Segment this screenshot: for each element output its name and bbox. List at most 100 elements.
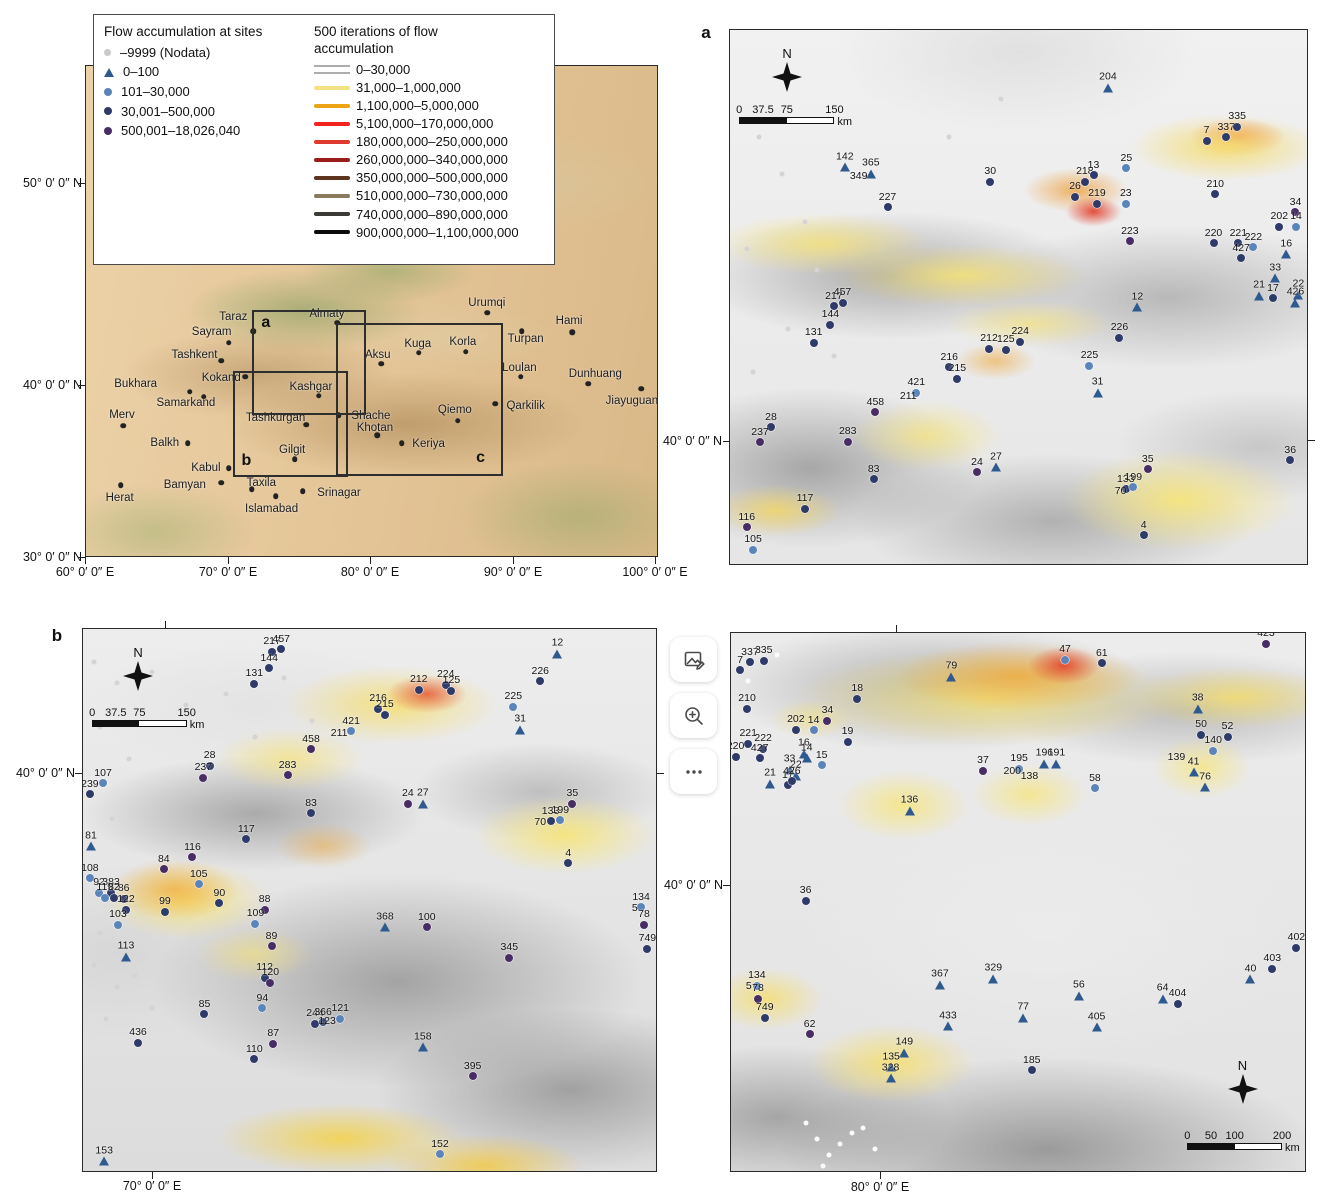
image-edit-icon — [684, 651, 705, 670]
site-dot-marker — [199, 773, 208, 782]
site-label: 216 — [369, 692, 387, 705]
axis-tick — [880, 1172, 882, 1179]
site-label: 131 — [804, 326, 823, 339]
inset-box-label: a — [261, 313, 271, 331]
axis-tick — [1308, 440, 1315, 442]
city-dot — [638, 386, 644, 392]
site-dot-marker — [985, 344, 994, 353]
site-label: 79 — [945, 659, 958, 672]
site-dot-marker — [817, 761, 826, 770]
site: 133 — [542, 806, 559, 826]
site-label: 368 — [376, 910, 394, 923]
site-label: 134 — [748, 969, 766, 982]
site-dot-marker — [743, 704, 752, 713]
site-triangle-marker — [1051, 759, 1062, 769]
city-dot — [120, 422, 126, 429]
legend-item-label: 510,000,000–730,000,000 — [355, 188, 508, 204]
site-dot-marker — [1089, 171, 1098, 180]
site-dot-marker — [1291, 208, 1300, 217]
city-label: Taraz — [219, 310, 248, 323]
site: 426 — [783, 766, 801, 786]
site: 16 — [1280, 238, 1292, 259]
site-triangle-marker — [1039, 759, 1050, 769]
site-dot-marker — [766, 423, 775, 432]
site-label: 35 — [1141, 452, 1154, 465]
site-dot-marker — [403, 799, 412, 808]
line-swatch — [313, 230, 350, 235]
site: 83 — [868, 464, 880, 484]
nodata-dot — [744, 246, 750, 252]
site-triangle-marker — [99, 1156, 110, 1166]
site: 79 — [946, 661, 957, 682]
site: 227 — [879, 192, 896, 212]
site-triangle-marker — [1270, 273, 1281, 283]
nodata-dot — [750, 369, 756, 375]
site-label: 27 — [990, 450, 1002, 463]
site-label: 85 — [198, 997, 211, 1010]
site: 89 — [266, 931, 277, 951]
site: 116 — [738, 512, 755, 532]
site: 225 — [505, 691, 522, 711]
site-dot-marker — [791, 725, 800, 734]
scale-bar-graphic — [1187, 1142, 1283, 1150]
site-label: 52 — [1221, 720, 1234, 733]
site-label: 212 — [410, 673, 428, 686]
site-dot-marker — [805, 1030, 814, 1039]
site-label: 212 — [980, 332, 998, 345]
site: 283 — [839, 426, 856, 446]
site-label: 337 — [741, 645, 759, 658]
site-label: 200 — [1003, 765, 1022, 778]
nodata-dot — [745, 678, 751, 684]
site-label: 5 — [631, 901, 638, 914]
site: 19 — [842, 726, 853, 746]
site: 125 — [997, 334, 1015, 354]
scale-bar-number: 37.5 — [105, 706, 127, 719]
panel-c-map: N 0 50 100 200 km 7 337 335 47 61 79 18 210 34 202 14… — [730, 632, 1306, 1172]
legend-item: 31,000–1,000,000 — [313, 80, 544, 96]
city-label: Qarkilik — [506, 399, 545, 412]
site-label: 204 — [1099, 70, 1117, 83]
site-triangle-marker — [1200, 782, 1211, 792]
axis-label: 40° 0′ 0″ N — [22, 378, 82, 392]
site: 216 — [369, 693, 387, 713]
site-label: 191 — [1047, 746, 1066, 759]
site-dot-marker — [1121, 485, 1130, 494]
site-triangle-marker — [790, 771, 801, 781]
site: 28 — [204, 750, 215, 770]
site-dot-marker — [374, 704, 383, 713]
city-label: Merv — [109, 409, 135, 422]
site: 90 — [214, 888, 225, 908]
axis-tick — [513, 557, 515, 564]
site-dot-marker — [826, 320, 835, 329]
more-options-button[interactable] — [670, 749, 717, 794]
site-label: 202 — [1270, 210, 1289, 222]
site-label: 17 — [1267, 281, 1279, 294]
site: 92 — [93, 877, 105, 897]
city-label: Hami — [555, 314, 583, 327]
site-dot-marker — [1173, 999, 1182, 1008]
site-dot-marker — [759, 744, 768, 753]
axis-label: 100° 0′ 0″ E — [622, 565, 688, 579]
site-label: 105 — [189, 867, 208, 880]
city-label: Loulan — [502, 361, 537, 374]
site-label: 199 — [1124, 470, 1143, 483]
site-label: 457 — [833, 286, 852, 299]
site-dot-marker — [160, 907, 169, 916]
axis-tick — [228, 557, 230, 564]
site: 117 — [797, 493, 813, 513]
site: 21 — [1253, 280, 1265, 301]
zoom-in-button[interactable] — [670, 693, 717, 738]
nodata-dot — [803, 1120, 809, 1126]
site: 40 — [1245, 963, 1256, 984]
site-triangle-marker — [946, 672, 957, 682]
nodata-dot — [802, 219, 808, 225]
site-triangle-marker — [1018, 1013, 1029, 1023]
site: 134 — [632, 892, 650, 912]
site-label: 90 — [213, 886, 226, 899]
site: 218 — [1076, 166, 1094, 186]
edit-image-button[interactable] — [670, 637, 717, 682]
city-dot — [184, 440, 191, 447]
axis-label: 40° 0′ 0″ N — [15, 766, 75, 780]
site-dot-marker — [194, 880, 203, 889]
site: 38 — [1192, 693, 1204, 714]
